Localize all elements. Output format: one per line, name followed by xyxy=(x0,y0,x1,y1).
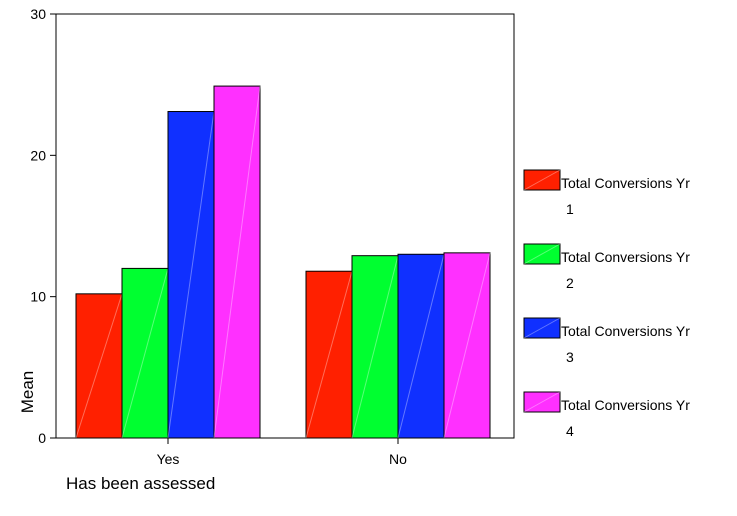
legend-label-line2: 2 xyxy=(566,275,574,291)
legend-label: Total Conversions Yr 4 xyxy=(561,397,690,439)
bar-sheen xyxy=(305,271,353,439)
legend-swatch xyxy=(523,317,561,339)
legend-label-line2: 1 xyxy=(566,201,574,217)
bar-sheen xyxy=(75,293,123,439)
legend-label: Total Conversions Yr 1 xyxy=(561,175,690,217)
bar-sheen xyxy=(121,268,169,439)
legend-swatch xyxy=(523,169,561,191)
y-tick-label: 10 xyxy=(30,289,46,305)
bar-sheen xyxy=(167,111,215,439)
bar-no-series-3 xyxy=(397,253,445,439)
bar-no-series-1 xyxy=(305,270,353,439)
bar-sheen xyxy=(443,252,491,439)
bar-sheen xyxy=(397,254,445,439)
bar-yes-series-3 xyxy=(167,111,215,439)
legend-label-line1: Total Conversions Yr xyxy=(561,323,690,339)
bars xyxy=(75,85,491,439)
y-axis-title: Mean xyxy=(18,371,37,414)
x-axis-title: Has been assessed xyxy=(66,474,215,493)
y-tick-label: 20 xyxy=(30,147,46,163)
legend-label-line2: 3 xyxy=(566,349,574,365)
y-tick-label: 30 xyxy=(30,6,46,22)
legend-label: Total Conversions Yr 3 xyxy=(561,323,690,365)
bar-no-series-2 xyxy=(351,255,399,439)
x-axis-ticks: Yes No xyxy=(157,438,407,467)
legend-label-line1: Total Conversions Yr xyxy=(561,175,690,191)
bar-yes-series-1 xyxy=(75,293,123,439)
bar-sheen xyxy=(213,86,261,439)
bar-yes-series-4 xyxy=(213,85,261,439)
legend-swatch-sheen xyxy=(523,391,561,413)
legend-label: Total Conversions Yr 2 xyxy=(561,249,690,291)
y-axis-ticks: 0 10 20 30 xyxy=(30,6,56,446)
x-tick-label: No xyxy=(389,451,407,467)
x-tick-label: Yes xyxy=(157,451,180,467)
bar-yes-series-2 xyxy=(121,267,169,439)
legend-swatch xyxy=(523,243,561,265)
legend-swatch-sheen xyxy=(523,243,561,265)
plot-frame xyxy=(55,13,515,439)
bar-no-series-4 xyxy=(443,252,491,439)
legend-swatch xyxy=(523,391,561,413)
bar-sheen xyxy=(351,255,399,439)
legend-label-line1: Total Conversions Yr xyxy=(561,249,690,265)
y-tick-label: 0 xyxy=(38,430,46,446)
legend-label-line2: 4 xyxy=(566,423,574,439)
legend-swatch-sheen xyxy=(523,169,561,191)
legend-swatch-sheen xyxy=(523,317,561,339)
legend-label-line1: Total Conversions Yr xyxy=(561,397,690,413)
